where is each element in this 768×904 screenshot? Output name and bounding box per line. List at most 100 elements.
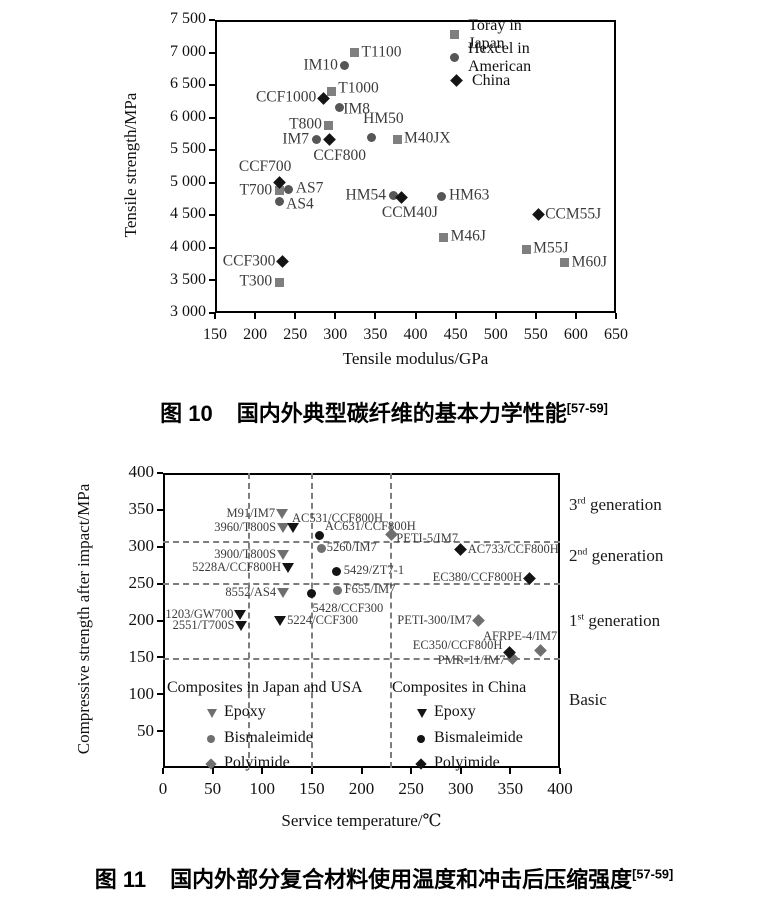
x-tick-label: 150: [299, 779, 325, 798]
legend-label: Bismaleimide: [434, 729, 523, 747]
point-label-AS7: AS7: [295, 179, 324, 197]
y-tick: [157, 656, 163, 659]
x-tick: [459, 768, 462, 774]
zone-label: 3rd generation: [569, 495, 662, 515]
figure-10-caption: 图 10 国内外典型碳纤维的基本力学性能[57-59]: [0, 396, 768, 428]
zone-label-text2: generation: [584, 610, 661, 630]
legend-entry: Toray in Japan: [450, 17, 535, 52]
temperature-boundary-line: [248, 473, 251, 768]
legend-entry: China: [450, 69, 535, 92]
y-tick: [209, 19, 215, 21]
point-label-M55J: M55J: [533, 239, 569, 257]
point-IM10: [340, 61, 350, 71]
x-tick-label: 600: [563, 326, 588, 343]
zone-label-text: 1: [569, 610, 578, 630]
point-M91/IM7: [276, 508, 289, 519]
x-tick-label: 400: [403, 326, 428, 343]
point-HM50: [366, 132, 376, 142]
point-label-F655/IM7: F655/IM7: [344, 582, 396, 597]
legend-label: Bismaleimide: [224, 729, 313, 747]
point-label-2551/T700S: 2551/T700S: [172, 617, 235, 632]
point-label-M46J: M46J: [450, 227, 486, 245]
point-AC531/CCF800H: [287, 523, 300, 534]
x-axis-title: Service temperature/℃: [281, 811, 442, 830]
point-label-T300: T300: [239, 272, 273, 290]
legend-label: China: [472, 71, 511, 89]
point-label-T700: T700: [239, 180, 273, 198]
point-label-IM7: IM7: [282, 130, 310, 148]
x-tick-label: 300: [323, 326, 348, 343]
point-label-3960/T800S: 3960/T800S: [214, 520, 277, 535]
y-tick-label: 250: [128, 573, 155, 593]
point-label-5428/CCF300: 5428/CCF300: [312, 601, 384, 616]
y-tick: [157, 730, 163, 733]
point-label-IM10: IM10: [303, 55, 338, 73]
point-3900/T800S: [277, 549, 290, 560]
point-AS7: [284, 184, 294, 194]
x-tick: [574, 313, 577, 319]
point-label-PMR-11/IM7: PMR-11/IM7: [437, 652, 506, 667]
y-tick-label: 5 500: [170, 140, 206, 158]
y-tick-label: 4 500: [170, 205, 206, 223]
circle-legend-marker: [417, 735, 425, 743]
generation-boundary-line: [163, 657, 560, 660]
y-tick-label: 3 500: [170, 270, 206, 288]
legend-label: Epoxy: [434, 703, 476, 721]
circle-legend-marker: [207, 735, 215, 743]
y-tick: [157, 545, 163, 548]
point-label-8552/AS4: 8552/AS4: [225, 585, 277, 600]
circle-legend-marker: [450, 49, 459, 67]
figure-11-caption-text: 国内外部分复合材料使用温度和冲击后压缩强度: [170, 867, 633, 892]
x-tick-label: 150: [203, 326, 227, 343]
point-label-T1100: T1100: [361, 42, 402, 60]
legend-label: Hexcel in American: [468, 39, 532, 75]
legend-label: Toray in Japan: [468, 16, 522, 52]
zone-label-sup: rd: [577, 495, 586, 507]
x-tick-label: 250: [398, 779, 424, 798]
y-tick-label: 5 000: [170, 172, 206, 190]
point-label-M91/IM7: M91/IM7: [226, 505, 276, 520]
plot-area: [163, 473, 560, 768]
x-tick-label: 550: [523, 326, 548, 343]
point-label-5260/IM7: 5260/IM7: [326, 540, 377, 555]
point-label-AFRPE-4/IM7: AFRPE-4/IM7: [482, 628, 558, 643]
y-tick-label: 6 000: [170, 107, 206, 125]
y-tick-label: 100: [128, 683, 155, 703]
y-tick-label: 7 000: [170, 42, 206, 60]
zone-label: 2nd generation: [569, 546, 663, 566]
y-tick: [157, 693, 163, 696]
legend-group-title: Composites in China: [392, 679, 527, 696]
legend-label: Epoxy: [224, 703, 266, 721]
x-tick: [162, 768, 164, 774]
point-label-1203/GW700: 1203/GW700: [165, 607, 234, 622]
y-tick: [209, 84, 215, 87]
zone-label-text: 2: [569, 545, 578, 565]
point-T1000: [326, 87, 336, 97]
x-tick-label: 650: [604, 326, 628, 343]
x-tick-label: 200: [243, 326, 268, 343]
point-F655/IM7: [333, 585, 343, 595]
y-tick-label: 6 500: [170, 75, 206, 93]
x-tick: [559, 768, 561, 774]
point-T1100: [350, 48, 360, 58]
y-tick-label: 400: [128, 462, 155, 482]
x-tick: [261, 768, 264, 774]
triangle-legend-marker: [207, 709, 217, 718]
point-label-HM63: HM63: [448, 186, 490, 204]
chart-legend: Toray in Japan Hexcel in American China: [450, 17, 535, 92]
x-tick: [494, 313, 497, 319]
point-label-HM50: HM50: [363, 110, 404, 128]
y-tick: [157, 472, 163, 474]
zone-label-text2: generation: [587, 545, 664, 565]
point-label-EC380/CCF800H: EC380/CCF800H: [432, 570, 523, 585]
zone-label: 1st generation: [569, 611, 660, 631]
x-tick: [294, 313, 297, 319]
point-label-CCF800: CCF800: [313, 146, 366, 164]
y-tick-label: 3 000: [170, 303, 206, 321]
point-label-T1000: T1000: [338, 78, 379, 96]
point-label-CCF1000: CCF1000: [255, 88, 317, 106]
point-T800: [324, 120, 334, 130]
zone-label-text2: generation: [585, 494, 662, 514]
point-HM54: [388, 191, 398, 201]
